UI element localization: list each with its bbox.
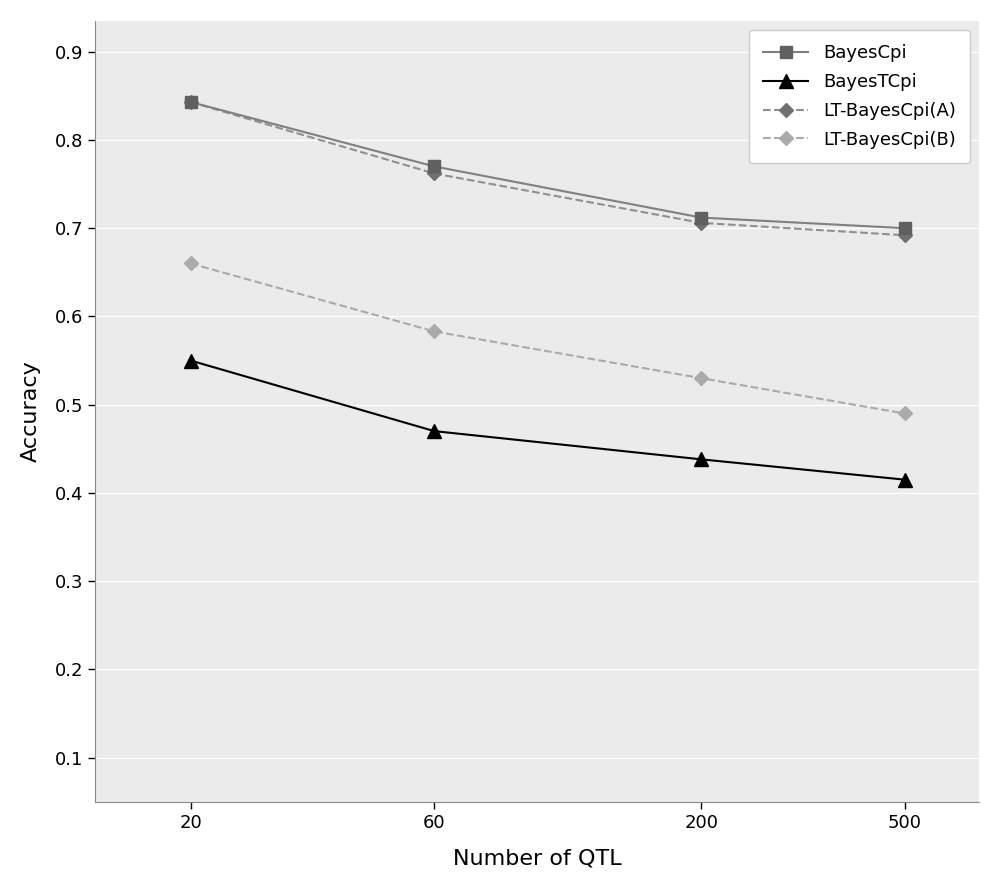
LT-BayesCpi(B) <box>428 326 440 337</box>
X-axis label: Number of QTL: Number of QTL <box>453 848 621 869</box>
BayesTCpi <box>899 475 911 485</box>
LT-BayesCpi(A) <box>899 230 911 241</box>
Legend: BayesCpi, BayesTCpi, LT-BayesCpi(A), LT-BayesCpi(B): BayesCpi, BayesTCpi, LT-BayesCpi(A), LT-… <box>749 30 970 164</box>
Line: LT-BayesCpi(A): LT-BayesCpi(A) <box>186 97 909 240</box>
LT-BayesCpi(A) <box>185 97 197 108</box>
BayesCpi <box>185 97 197 108</box>
BayesTCpi <box>185 356 197 366</box>
BayesCpi <box>899 223 911 234</box>
BayesTCpi <box>428 426 440 436</box>
BayesCpi <box>695 212 707 223</box>
Line: BayesTCpi: BayesTCpi <box>184 354 911 486</box>
Y-axis label: Accuracy: Accuracy <box>21 360 41 462</box>
LT-BayesCpi(B) <box>899 408 911 419</box>
Line: LT-BayesCpi(B): LT-BayesCpi(B) <box>186 259 909 419</box>
LT-BayesCpi(B) <box>695 372 707 383</box>
BayesTCpi <box>695 454 707 465</box>
LT-BayesCpi(B) <box>185 258 197 268</box>
LT-BayesCpi(A) <box>428 168 440 179</box>
LT-BayesCpi(A) <box>695 218 707 228</box>
Line: BayesCpi: BayesCpi <box>185 96 910 234</box>
BayesCpi <box>428 161 440 172</box>
